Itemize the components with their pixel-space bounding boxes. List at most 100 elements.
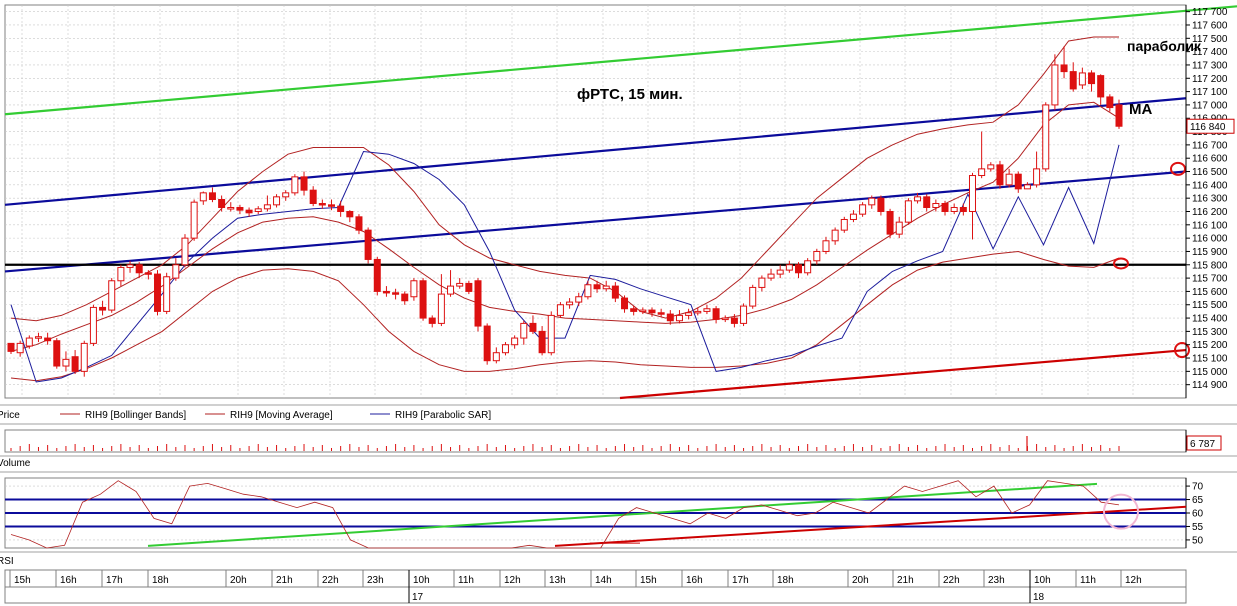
rsi-tick-label-0: 50: [1192, 535, 1204, 546]
candle-body-106: [978, 168, 986, 177]
hour-label-7: 23h: [367, 575, 384, 586]
candle-body-45: [419, 280, 427, 319]
price-tick-label-10: 115 900: [1192, 247, 1228, 258]
candle-body-114: [1051, 64, 1059, 106]
trend-green-top: [4, 5, 1237, 116]
candle-body-103: [950, 206, 958, 212]
candle-body-79: [730, 317, 738, 324]
candle-body-105: [968, 175, 976, 212]
candle-body-101: [932, 202, 940, 208]
rsi-trend-green: [147, 482, 1098, 547]
candle-body-60: [556, 304, 564, 316]
candle-body-99: [914, 196, 922, 202]
price-tick-label-27: 117 600: [1192, 20, 1228, 31]
price-tick-label-1: 115 000: [1192, 367, 1228, 378]
last-volume-label: 6 787: [1190, 439, 1215, 450]
legend-item-3: RIH9 [Parabolic SAR]: [395, 410, 491, 421]
hour-label-14: 16h: [686, 575, 703, 586]
candle-body-4: [44, 337, 52, 342]
candle-body-17: [163, 276, 171, 312]
candle-body-96: [886, 210, 894, 235]
candle-body-2: [25, 337, 33, 347]
candle-body-102: [941, 202, 949, 212]
price-tick-label-6: 115 500: [1192, 300, 1228, 311]
candle-body-22: [208, 192, 216, 201]
candle-body-56: [520, 322, 528, 339]
candle-body-46: [428, 317, 436, 324]
price-tick-label-16: 116 500: [1192, 167, 1228, 178]
candle-body-68: [630, 308, 638, 312]
candle-body-9: [89, 306, 97, 344]
candle-body-116: [1069, 71, 1077, 90]
candle-body-100: [923, 196, 931, 208]
hour-label-8: 10h: [413, 575, 430, 586]
last-volume-box: [1186, 435, 1222, 451]
candle-body-59: [547, 314, 555, 354]
candle-body-85: [785, 264, 793, 271]
hour-label-22: 11h: [1080, 575, 1096, 586]
candle-body-62: [575, 296, 583, 303]
candle-body-109: [1005, 173, 1013, 186]
candle-body-66: [611, 285, 619, 299]
candle-body-77: [712, 308, 720, 320]
candle-body-26: [245, 209, 253, 214]
day-label-0: 17: [412, 592, 424, 603]
candle-body-28: [263, 204, 271, 210]
price-tick-label-22: 117 100: [1192, 87, 1228, 98]
candle-body-47: [437, 293, 445, 324]
price-axis: 114 900 115 000 115 100 115 200 115 300 115 4…: [1185, 5, 1235, 398]
hour-label-1: 16h: [60, 575, 77, 586]
price-plot-frame: [4, 4, 1187, 399]
candle-body-53: [492, 352, 500, 362]
candle-body-13: [126, 264, 134, 268]
candle-body-107: [987, 164, 995, 170]
price-tick-label-9: 115 800: [1192, 260, 1228, 271]
rsi-tick-label-2: 60: [1192, 509, 1204, 520]
volume-panel: 6 787 Volume: [0, 429, 1237, 473]
candle-body-84: [776, 269, 784, 275]
marker-circle-upper: [1170, 161, 1186, 176]
candle-body-30: [282, 192, 290, 198]
hour-label-23: 12h: [1125, 575, 1142, 586]
candle-body-25: [236, 206, 244, 211]
candle-body-20: [190, 201, 198, 239]
hour-label-5: 21h: [276, 575, 293, 586]
candle-body-40: [373, 258, 381, 292]
hour-label-16: 18h: [777, 575, 794, 586]
price-tick-label-25: 117 400: [1192, 47, 1228, 58]
hour-label-20: 23h: [988, 575, 1005, 586]
hour-label-2: 17h: [106, 575, 123, 586]
candle-body-64: [593, 284, 601, 290]
candle-body-44: [410, 280, 418, 298]
candle-body-42: [392, 292, 400, 295]
candle-body-78: [721, 317, 729, 321]
candle-body-24: [227, 206, 235, 210]
hour-label-18: 21h: [897, 575, 914, 586]
candle-body-93: [859, 204, 867, 215]
candle-body-49: [456, 282, 464, 287]
candle-body-37: [346, 210, 354, 218]
candle-body-119: [1097, 75, 1105, 98]
price-tick-label-3: 115 200: [1192, 340, 1228, 351]
candle-body-95: [877, 197, 885, 212]
hour-label-17: 20h: [852, 575, 869, 586]
candle-body-108: [996, 164, 1004, 186]
trend-lines: [4, 5, 1237, 400]
candle-body-121: [1115, 104, 1123, 127]
candle-body-110: [1014, 173, 1022, 190]
last-price-box: [1186, 118, 1235, 134]
candle-body-111: [1023, 184, 1031, 190]
chart-title: фРТС, 15 мин.: [577, 86, 683, 103]
rsi-tick-label-1: 55: [1192, 522, 1204, 533]
candle-body-29: [273, 196, 281, 206]
price-tick-label-4: 115 300: [1192, 327, 1228, 338]
candle-body-61: [566, 301, 574, 306]
price-tick-label-26: 117 500: [1192, 34, 1228, 45]
candle-body-90: [831, 229, 839, 242]
hour-label-21: 10h: [1034, 575, 1051, 586]
hour-label-0: 15h: [14, 575, 31, 586]
price-tick-label-24: 117 300: [1192, 60, 1228, 71]
circle-markers: [1113, 161, 1190, 359]
price-tick-label-5: 115 400: [1192, 314, 1228, 325]
candle-body-83: [767, 273, 775, 279]
